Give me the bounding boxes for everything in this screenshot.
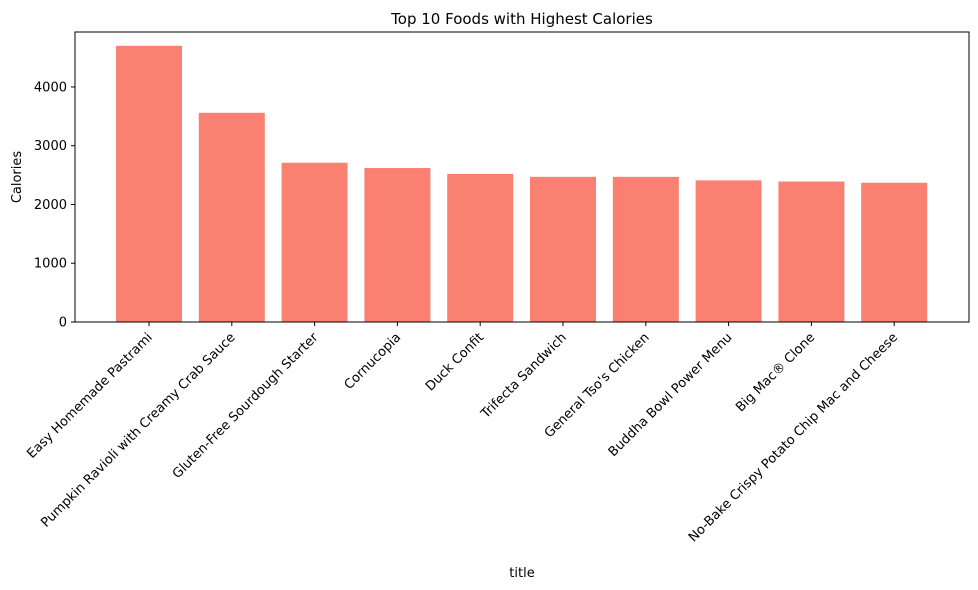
bar xyxy=(198,112,265,322)
y-tick-label: 1000 xyxy=(34,257,67,272)
bar xyxy=(778,181,845,322)
chart-title: Top 10 Foods with Highest Calories xyxy=(390,10,653,28)
bar xyxy=(281,162,348,322)
bar xyxy=(447,173,514,322)
x-tick-label: Cornucopia xyxy=(342,330,405,393)
x-tick-label: Duck Confit xyxy=(423,330,487,394)
y-axis-label: Calories xyxy=(10,151,25,204)
bar xyxy=(695,180,762,322)
bar xyxy=(364,168,431,322)
y-tick-label: 3000 xyxy=(34,139,67,154)
y-axis: 0 1000 2000 3000 4000 xyxy=(34,80,75,331)
plot-frame xyxy=(74,31,970,323)
bar xyxy=(116,45,182,323)
x-tick-label: Big Mac® Clone xyxy=(733,330,818,415)
y-tick-label: 2000 xyxy=(34,198,67,213)
x-axis-label: title xyxy=(509,566,534,581)
bar xyxy=(530,176,596,322)
x-tick-label: Trifecta Sandwich xyxy=(478,330,570,422)
bars-layer xyxy=(116,45,928,323)
y-tick-label: 4000 xyxy=(34,80,67,95)
x-tick-label: Pumpkin Ravioli with Creamy Crab Sauce xyxy=(38,330,238,530)
bar xyxy=(861,182,928,322)
y-tick-label: 0 xyxy=(59,316,67,331)
bar xyxy=(612,176,679,322)
x-tick-label: Gluten-Free Sourdough Starter xyxy=(170,330,322,482)
